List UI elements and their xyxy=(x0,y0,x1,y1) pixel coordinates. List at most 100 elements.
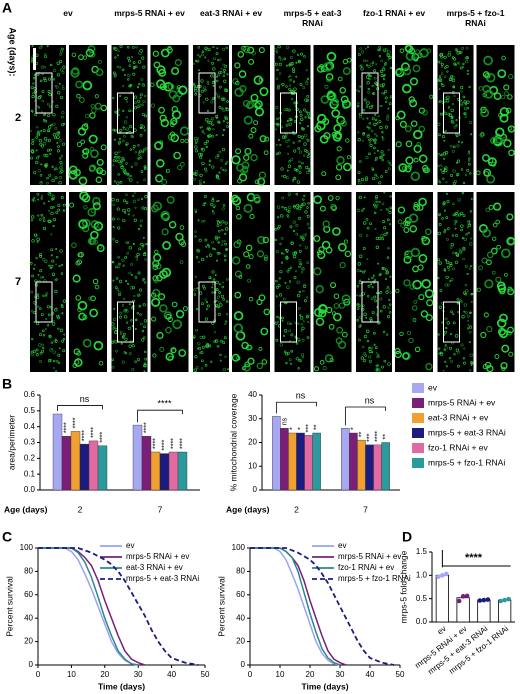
mito-spot xyxy=(286,285,290,289)
mito-spot xyxy=(274,321,278,325)
mito-spot xyxy=(299,262,303,266)
mito-spot xyxy=(414,346,421,353)
mito-spot xyxy=(366,339,370,343)
mito-spot xyxy=(138,151,141,154)
mito-spot xyxy=(193,288,197,292)
mito-spot xyxy=(452,213,456,217)
mito-spot xyxy=(380,74,384,78)
mito-spot xyxy=(329,358,334,363)
mito-spot xyxy=(40,45,43,48)
mito-spot xyxy=(222,74,226,77)
mito-spot xyxy=(31,110,34,113)
mito-spot xyxy=(438,223,442,226)
mito-spot xyxy=(36,293,40,296)
inset-box xyxy=(361,281,379,323)
mito-spot xyxy=(306,125,309,128)
mito-spot xyxy=(385,271,389,275)
mito-spot xyxy=(389,95,393,98)
mito-spot xyxy=(377,354,380,357)
mito-spot xyxy=(253,75,264,85)
mito-spot xyxy=(399,120,407,128)
mito-spot xyxy=(211,210,214,213)
y-axis-label: Percent survival xyxy=(216,576,226,637)
mito-spot xyxy=(128,59,131,63)
mito-spot xyxy=(380,208,383,211)
mito-spot xyxy=(382,78,385,81)
mito-spot xyxy=(46,305,50,309)
mito-spot xyxy=(47,114,50,118)
mito-spot xyxy=(442,170,445,173)
mito-spot xyxy=(362,247,366,250)
mito-spot xyxy=(136,358,141,362)
mito-spot xyxy=(380,234,384,238)
mito-spot xyxy=(382,266,386,271)
mito-spot xyxy=(143,165,147,169)
mito-spot xyxy=(447,227,450,230)
mito-spot xyxy=(342,99,351,109)
mito-spot xyxy=(425,314,433,322)
mito-spot xyxy=(507,331,512,336)
mito-spot xyxy=(61,123,65,127)
mito-spot xyxy=(460,90,463,93)
mito-spot xyxy=(218,291,221,294)
mito-spot xyxy=(301,326,305,330)
mito-spot xyxy=(143,350,147,354)
mito-spot xyxy=(385,100,388,103)
mito-spot xyxy=(387,50,391,54)
mito-spot xyxy=(301,127,305,131)
mito-spot xyxy=(381,92,384,95)
mito-spot xyxy=(119,330,123,334)
mito-spot xyxy=(69,202,75,208)
mito-spot xyxy=(50,254,54,257)
mito-spot xyxy=(480,331,487,339)
mito-spot xyxy=(58,264,61,268)
mito-spot xyxy=(317,304,328,314)
mito-spot xyxy=(115,156,119,159)
mito-spot xyxy=(456,210,459,213)
mito-spot xyxy=(332,227,341,236)
mito-spot xyxy=(295,223,299,227)
mito-spot xyxy=(196,137,199,140)
mito-spot xyxy=(438,352,441,355)
mito-spot xyxy=(438,60,442,64)
mito-spot xyxy=(438,75,442,78)
mito-spot xyxy=(136,312,139,315)
mito-spot xyxy=(462,181,466,185)
mito-spot xyxy=(132,214,135,217)
mito-spot xyxy=(37,96,41,100)
mito-spot xyxy=(388,102,392,106)
mito-spot xyxy=(458,51,462,54)
mito-spot xyxy=(226,73,229,76)
mito-spot xyxy=(497,69,507,78)
mito-spot xyxy=(388,299,391,302)
mito-spot xyxy=(366,81,370,85)
column-header: mrps-5 RNAi + ev xyxy=(114,8,185,18)
mito-spot xyxy=(380,150,384,154)
mito-spot xyxy=(203,86,206,90)
mito-spot xyxy=(424,289,434,299)
mito-spot xyxy=(222,63,226,67)
micrograph xyxy=(274,45,311,185)
mito-spot xyxy=(375,195,379,199)
mito-spot xyxy=(290,89,293,93)
mito-spot xyxy=(288,194,291,197)
mito-spot xyxy=(41,99,44,103)
mito-spot xyxy=(460,228,463,232)
mito-spot xyxy=(454,334,459,338)
mito-spot xyxy=(389,291,392,294)
mito-spot xyxy=(58,82,61,85)
mito-spot xyxy=(304,210,308,214)
mito-spot xyxy=(113,307,116,310)
mito-spot xyxy=(368,355,372,359)
mito-spot xyxy=(128,344,132,348)
mito-spot xyxy=(48,92,52,97)
mito-spot xyxy=(464,112,467,115)
mito-spot xyxy=(362,109,365,112)
mito-spot xyxy=(125,241,128,244)
mito-spot xyxy=(90,295,96,302)
x-axis-label: Age (days) xyxy=(226,504,270,514)
mito-spot xyxy=(281,206,284,209)
mito-spot xyxy=(357,262,362,266)
mito-spot xyxy=(46,139,50,143)
